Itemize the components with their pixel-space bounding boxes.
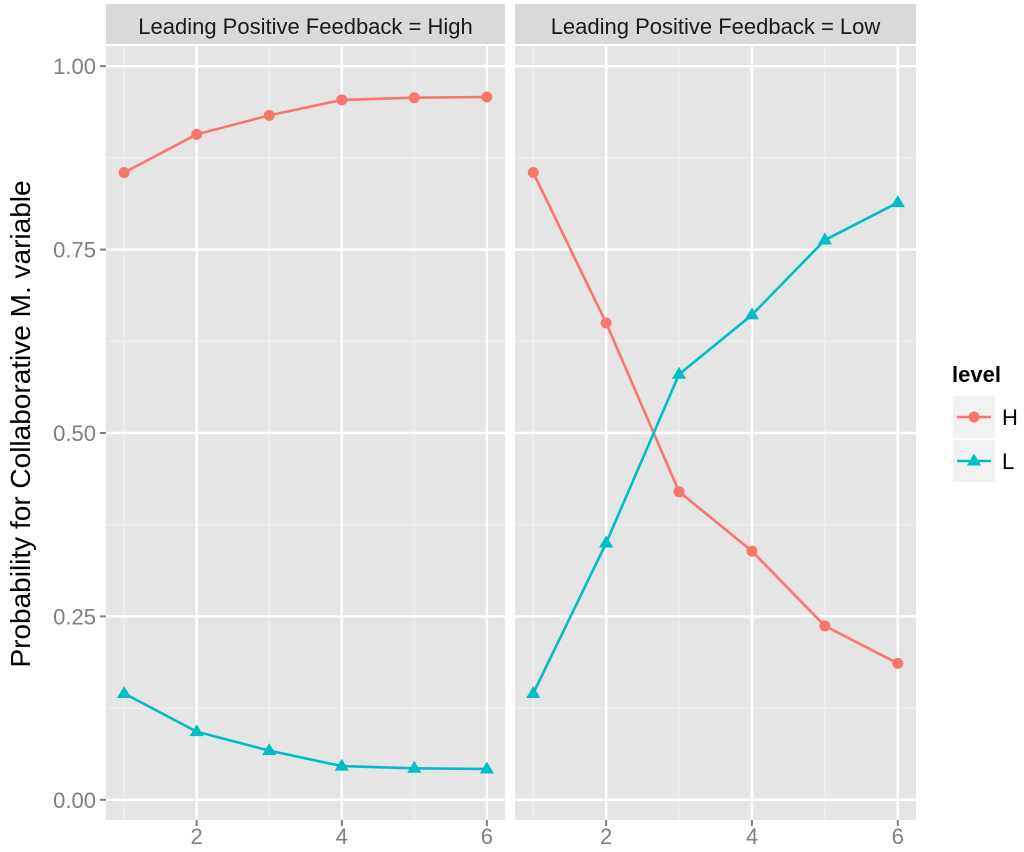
data-point-H <box>481 91 493 103</box>
y-tick-label: 1.00 <box>53 54 96 79</box>
x-tick-label: 2 <box>191 824 203 849</box>
x-tick-label: 6 <box>481 824 493 849</box>
data-point-L <box>744 307 760 320</box>
legend-marker-H <box>968 411 980 423</box>
data-point-H <box>527 167 539 179</box>
strip-label: Leading Positive Feedback = High <box>138 14 473 39</box>
data-point-H <box>600 317 612 329</box>
panel-low: Leading Positive Feedback = Low 2 4 6 <box>515 4 916 849</box>
data-point-L <box>117 685 132 698</box>
data-point-L <box>334 758 349 771</box>
strip-background <box>515 4 916 44</box>
y-tick-label: 0.25 <box>53 604 96 629</box>
data-point-H <box>819 620 831 632</box>
data-point-H <box>263 109 275 121</box>
data-point-H <box>892 657 904 669</box>
data-point-L <box>189 724 204 737</box>
x-tick-label: 4 <box>746 824 758 849</box>
data-point-L <box>262 743 277 756</box>
data-point-H <box>336 94 348 106</box>
data-point-H <box>673 486 685 498</box>
y-tick-label: 0.50 <box>53 421 96 446</box>
data-point-L <box>890 195 905 208</box>
y-axis-title: Probability for Collaborative M. variabl… <box>5 180 36 667</box>
series-line-L <box>532 201 899 695</box>
legend-marker-L <box>966 453 982 466</box>
x-tick-label: 4 <box>336 824 348 849</box>
data-point-L <box>407 760 422 773</box>
legend-label-H: H <box>1002 405 1018 430</box>
y-axis: 0.00 0.25 0.50 0.75 1.00 <box>53 54 106 813</box>
strip-label: Leading Positive Feedback = Low <box>551 14 881 39</box>
series-line-H <box>532 171 899 665</box>
data-point-L <box>671 366 687 379</box>
y-tick-label: 0.00 <box>53 788 96 813</box>
series-line-L <box>123 692 487 771</box>
data-point-L <box>479 761 494 774</box>
legend-label-L: L <box>1002 449 1014 474</box>
data-point-L <box>599 535 614 548</box>
x-tick-label: 6 <box>892 824 904 849</box>
data-point-H <box>408 92 420 104</box>
x-tick-label: 2 <box>600 824 612 849</box>
data-point-H <box>118 167 130 179</box>
legend-title: level <box>952 362 1001 387</box>
data-point-L <box>526 685 541 698</box>
legend: level HL <box>952 362 1018 482</box>
data-point-H <box>191 128 203 140</box>
data-point-H <box>746 545 758 557</box>
strip-background <box>106 4 505 44</box>
series-line-H <box>123 95 487 174</box>
data-point-L <box>817 232 832 245</box>
panel-high: Leading Positive Feedback = High 2 4 6 <box>106 4 505 849</box>
y-tick-label: 0.75 <box>53 238 96 263</box>
